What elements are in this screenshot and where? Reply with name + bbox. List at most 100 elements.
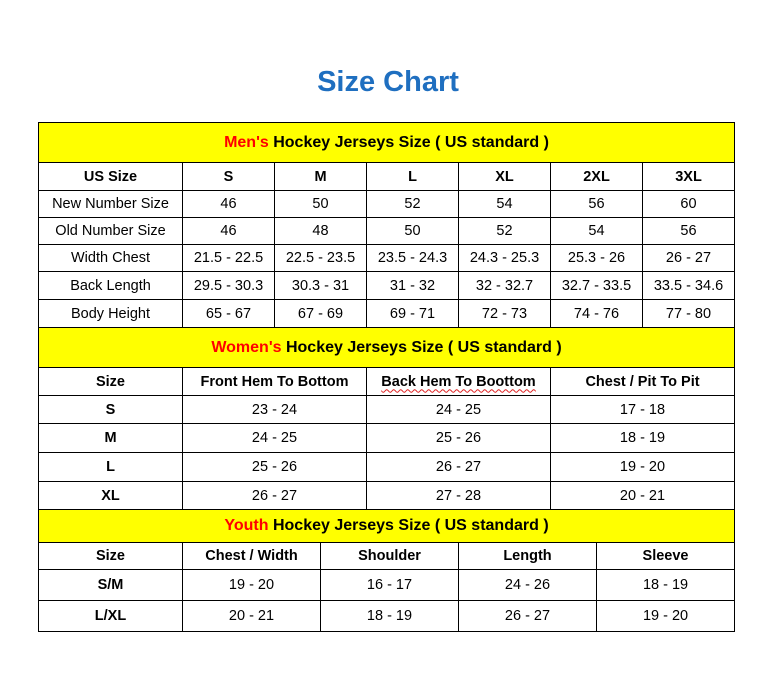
table-cell: 17 - 18: [550, 395, 735, 424]
column-header-label: 2XL: [583, 168, 610, 185]
column-header: Size: [38, 367, 183, 396]
table-cell: 69 - 71: [366, 299, 459, 328]
table-cell: 33.5 - 34.6: [642, 271, 735, 300]
column-header-label: US Size: [83, 168, 138, 185]
table-row: S/M 19 - 20 16 - 17 24 - 26 18 - 19: [38, 569, 736, 601]
table-cell: 16 - 17: [320, 569, 459, 601]
row-label: S: [38, 395, 183, 424]
table-cell: 22.5 - 23.5: [274, 244, 367, 272]
women-section-heading: Women's Hockey Jerseys Size ( US standar…: [38, 327, 735, 368]
table-cell: 20 - 21: [550, 481, 735, 510]
column-header: M: [274, 162, 367, 191]
men-section-heading: Men's Hockey Jerseys Size ( US standard …: [38, 122, 735, 163]
table-row: L 25 - 26 26 - 27 19 - 20: [38, 452, 735, 482]
row-label: S/M: [38, 569, 183, 601]
table-cell: 31 - 32: [366, 271, 459, 300]
table-cell: 26 - 27: [182, 481, 367, 510]
column-header: Back Hem To Boottom: [366, 367, 551, 396]
table-cell: 32.7 - 33.5: [550, 271, 643, 300]
section-heading-accent: Men's: [224, 133, 269, 151]
column-header-label: L: [408, 168, 417, 185]
section-heading-text: Hockey Jerseys Size ( US standard ): [281, 338, 562, 356]
column-header-label: Shoulder: [358, 548, 421, 564]
column-header-label: Sleeve: [642, 548, 689, 564]
table-row: L/XL 20 - 21 18 - 19 26 - 27 19 - 20: [38, 600, 736, 632]
column-header-label: Front Hem To Bottom: [200, 373, 349, 390]
column-header: Front Hem To Bottom: [182, 367, 367, 396]
table-cell: 65 - 67: [182, 299, 275, 328]
column-header: 3XL: [642, 162, 735, 191]
column-header: Chest / Width: [182, 542, 321, 570]
table-cell: 24 - 26: [458, 569, 597, 601]
table-cell: 25 - 26: [366, 423, 551, 453]
table-row: Width Chest 21.5 - 22.5 22.5 - 23.5 23.5 - …: [38, 244, 735, 272]
row-label: Old Number Size: [38, 217, 183, 245]
table-cell: 56: [550, 190, 643, 218]
table-cell: 25.3 - 26: [550, 244, 643, 272]
column-header: Shoulder: [320, 542, 459, 570]
table-row: Body Height 65 - 67 67 - 69 69 - 71 72 - 73 7…: [38, 299, 735, 328]
table-cell: 25 - 26: [182, 452, 367, 482]
row-label: New Number Size: [38, 190, 183, 218]
table-cell: 46: [182, 217, 275, 245]
table-row: Old Number Size 46 48 50 52 54 56: [38, 217, 735, 245]
column-header-label: Chest / Pit To Pit: [585, 373, 700, 390]
column-header: Sleeve: [595, 542, 736, 570]
column-header: US Size: [38, 162, 183, 191]
column-header-label: 3XL: [675, 168, 702, 185]
table-cell: 50: [274, 190, 367, 218]
section-heading-accent: Youth: [224, 517, 269, 534]
page-title: Size Chart: [317, 66, 459, 98]
row-label: L: [38, 452, 183, 482]
table-cell: 19 - 20: [550, 452, 735, 482]
column-header: Length: [458, 542, 597, 570]
size-chart: Men's Hockey Jerseys Size ( US standard …: [37, 122, 736, 632]
row-label: M: [38, 423, 183, 453]
table-cell: 23.5 - 24.3: [366, 244, 459, 272]
section-heading-text: Hockey Jerseys Size ( US standard ): [268, 133, 549, 151]
table-cell: 52: [366, 190, 459, 218]
column-header-label: Chest / Width: [205, 548, 298, 564]
table-cell: 19 - 20: [182, 569, 321, 601]
table-cell: 50: [366, 217, 459, 245]
table-cell: 29.5 - 30.3: [182, 271, 275, 300]
column-header-row: US Size S M L XL 2XL 3XL: [38, 162, 735, 191]
row-label: Width Chest: [38, 244, 183, 272]
table-cell: 27 - 28: [366, 481, 551, 510]
table-cell: 48: [274, 217, 367, 245]
column-header-label: Size: [95, 548, 125, 564]
column-header-label: S: [223, 168, 234, 185]
column-header: 2XL: [550, 162, 643, 191]
column-header-label: Size: [95, 373, 125, 390]
column-header: L: [366, 162, 459, 191]
table-cell: 54: [458, 190, 551, 218]
column-header-label: XL: [495, 168, 514, 185]
row-label: Body Height: [38, 299, 183, 328]
table-cell: 18 - 19: [550, 423, 735, 453]
column-header-label: Length: [503, 548, 552, 564]
table-cell: 19 - 20: [595, 600, 736, 632]
table-cell: 30.3 - 31: [274, 271, 367, 300]
table-cell: 18 - 19: [595, 569, 736, 601]
table-cell: 24 - 25: [366, 395, 551, 424]
table-row: Back Length 29.5 - 30.3 30.3 - 31 31 - 32 32…: [38, 271, 735, 300]
table-cell: 20 - 21: [182, 600, 321, 632]
table-cell: 26 - 27: [366, 452, 551, 482]
table-cell: 67 - 69: [274, 299, 367, 328]
table-cell: 26 - 27: [642, 244, 735, 272]
table-cell: 54: [550, 217, 643, 245]
youth-size-table: Youth Hockey Jerseys Size ( US standard …: [37, 509, 736, 632]
column-header: Size: [38, 542, 183, 570]
table-cell: 74 - 76: [550, 299, 643, 328]
women-size-table: Women's Hockey Jerseys Size ( US standar…: [38, 327, 735, 510]
table-cell: 32 - 32.7: [458, 271, 551, 300]
column-header: XL: [458, 162, 551, 191]
table-cell: 46: [182, 190, 275, 218]
table-row: S 23 - 24 24 - 25 17 - 18: [38, 395, 735, 424]
youth-section-heading: Youth Hockey Jerseys Size ( US standard …: [37, 509, 736, 543]
table-cell: 72 - 73: [458, 299, 551, 328]
table-cell: 52: [458, 217, 551, 245]
section-heading-accent: Women's: [211, 338, 282, 356]
section-heading-text: Hockey Jerseys Size ( US standard ): [268, 517, 549, 534]
table-cell: 24 - 25: [182, 423, 367, 453]
